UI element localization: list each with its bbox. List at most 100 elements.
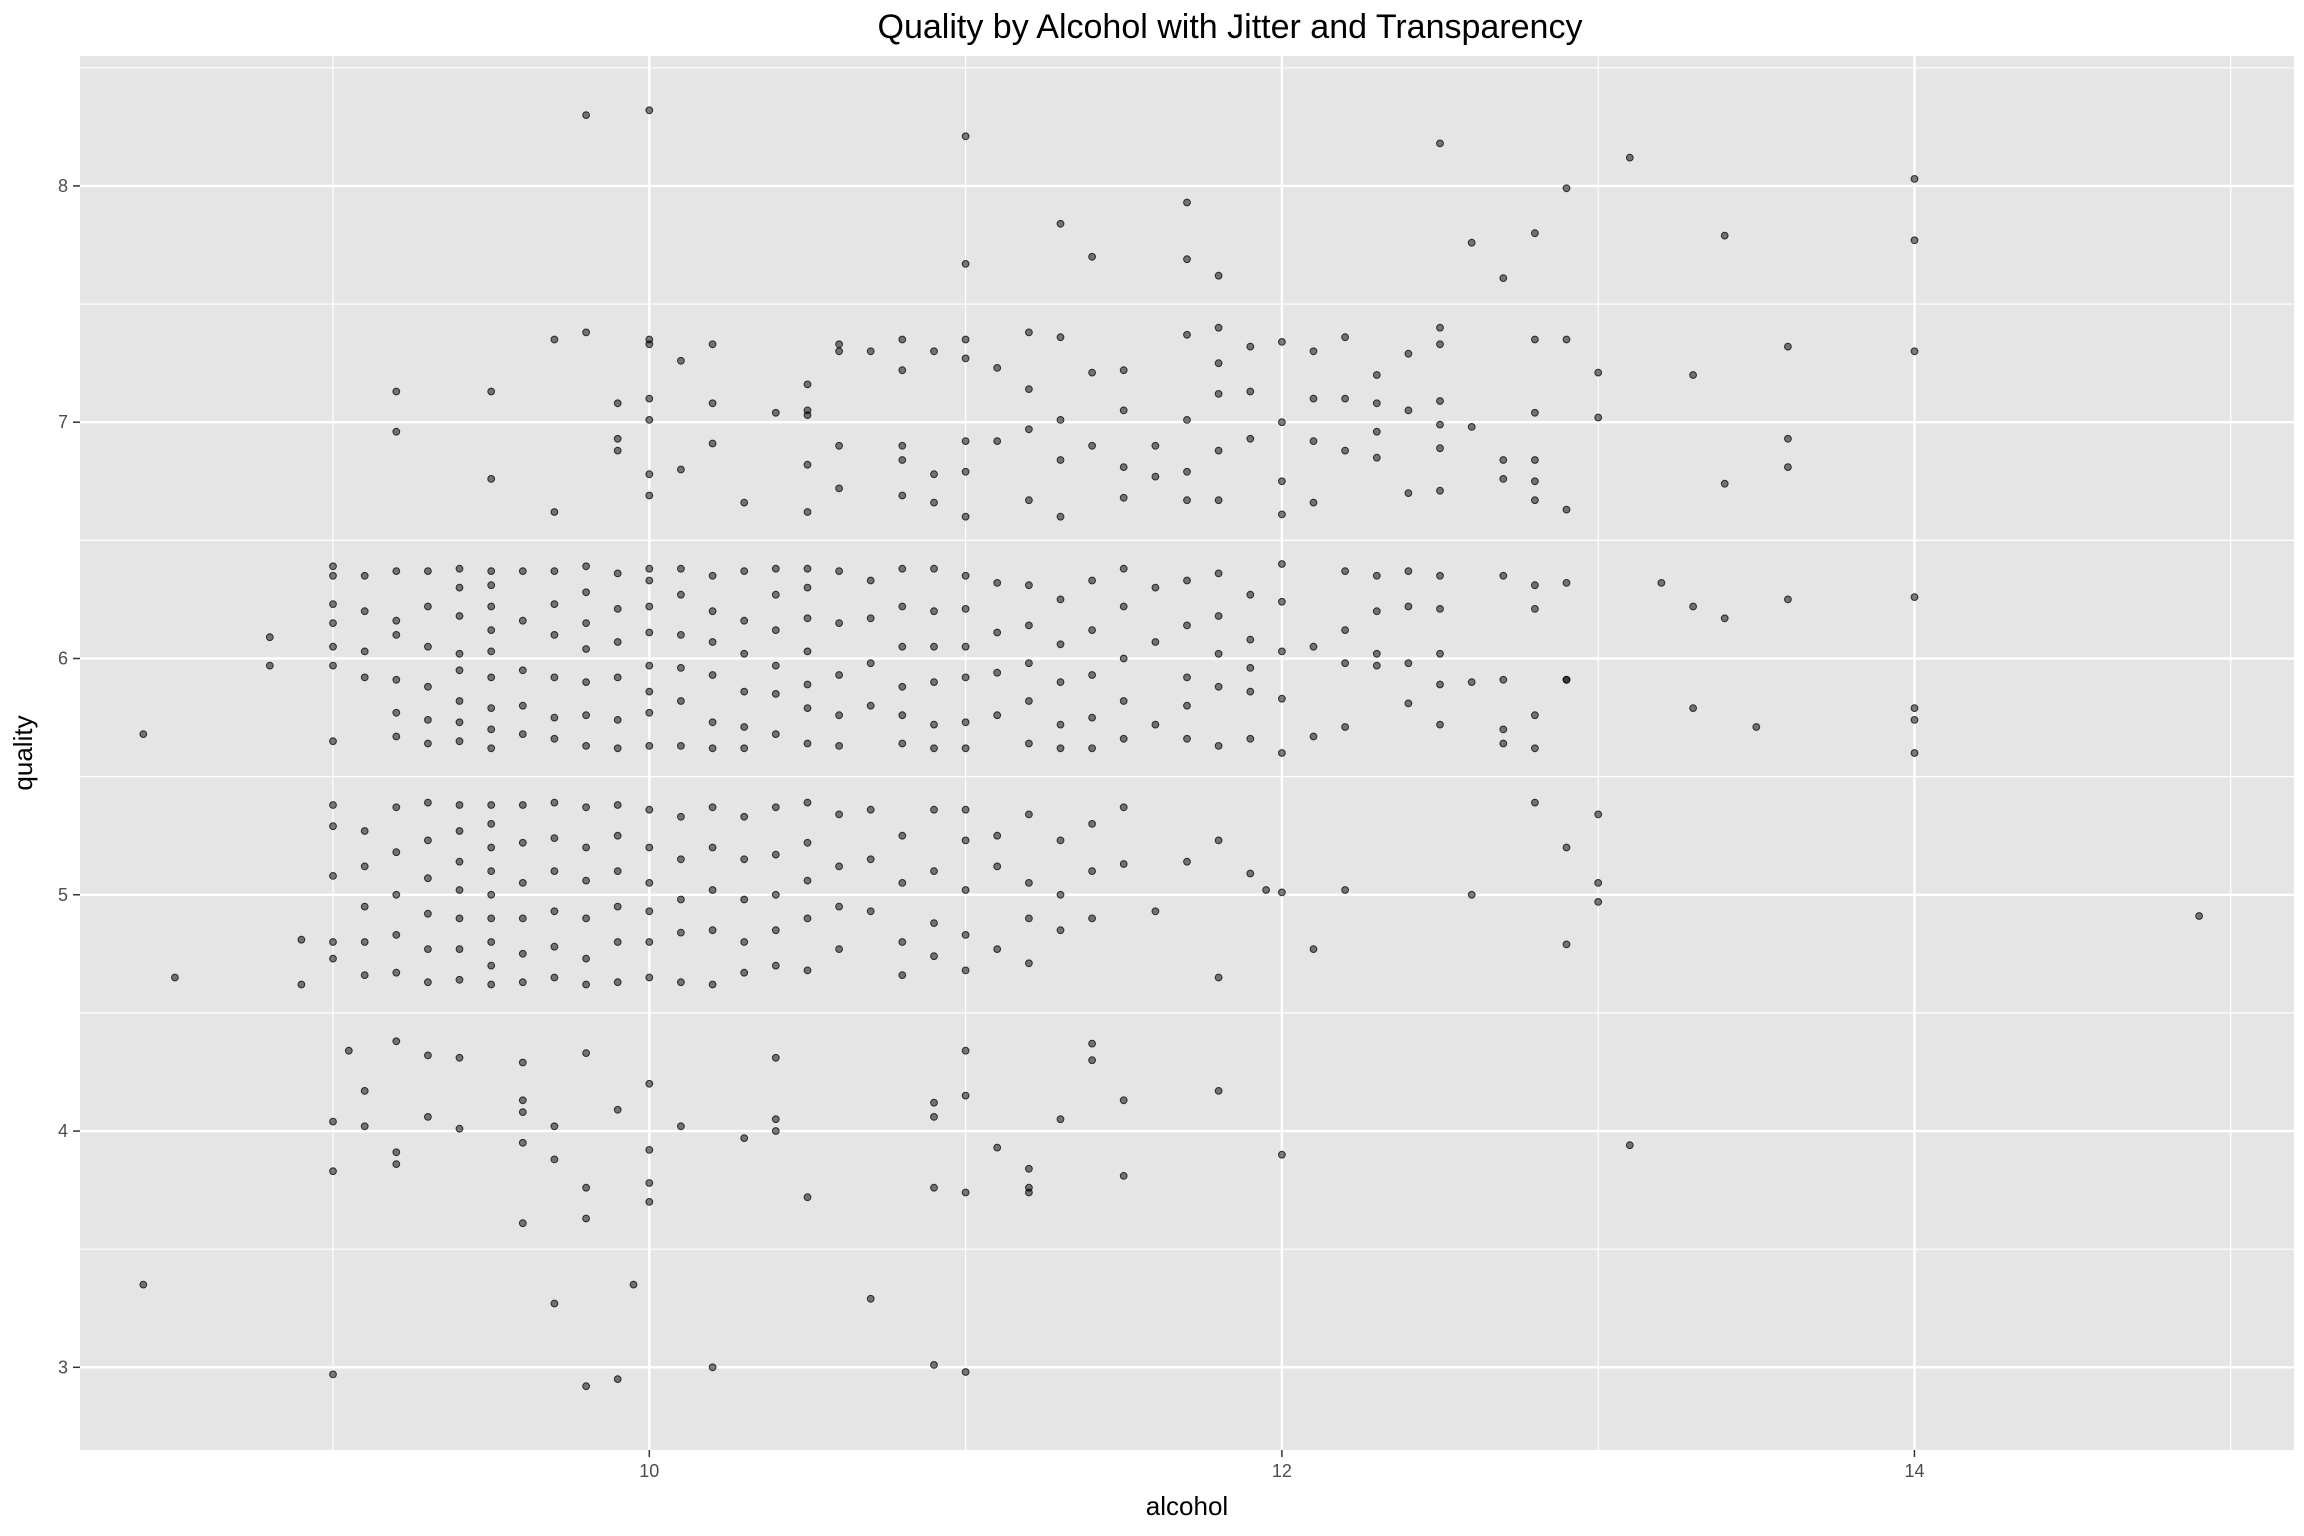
data-point	[740, 1134, 749, 1142]
data-point	[835, 484, 843, 493]
data-point	[582, 111, 590, 119]
data-point	[392, 631, 401, 639]
data-point	[1720, 479, 1729, 488]
data-point	[1499, 675, 1508, 684]
data-point	[1056, 456, 1065, 464]
data-point	[930, 607, 938, 616]
data-point	[1088, 744, 1096, 753]
data-point	[677, 590, 685, 599]
data-point	[1436, 420, 1444, 429]
data-point	[455, 666, 464, 675]
data-point	[550, 1155, 559, 1164]
data-point	[550, 631, 559, 639]
data-point	[1689, 371, 1697, 379]
data-point	[1246, 687, 1255, 696]
data-point	[1499, 571, 1508, 580]
data-point	[1562, 940, 1571, 949]
data-point	[645, 742, 654, 750]
data-point	[1183, 621, 1191, 630]
data-point	[961, 512, 970, 521]
data-point	[961, 836, 970, 845]
data-point	[582, 711, 590, 720]
data-point	[993, 437, 1002, 446]
data-point	[1151, 472, 1160, 481]
data-point	[803, 798, 812, 807]
data-point	[392, 968, 401, 977]
data-point	[392, 1160, 401, 1168]
data-point	[1088, 1039, 1096, 1048]
data-point	[1910, 716, 1919, 724]
data-point	[677, 855, 685, 864]
data-point	[645, 470, 654, 479]
data-point	[866, 347, 875, 356]
data-point	[1404, 567, 1413, 575]
data-point	[930, 498, 938, 507]
data-point	[1183, 673, 1191, 682]
data-point	[1246, 434, 1255, 443]
data-point	[803, 838, 812, 847]
plot-panel	[80, 56, 2294, 1450]
data-point	[771, 803, 780, 812]
data-point	[1278, 477, 1286, 486]
data-point	[835, 945, 843, 953]
data-point	[708, 744, 717, 753]
data-point	[1056, 416, 1065, 424]
data-point	[613, 434, 622, 443]
data-point	[708, 1363, 717, 1372]
data-point	[961, 1368, 970, 1376]
data-point	[424, 798, 432, 807]
data-point	[1088, 1056, 1096, 1065]
data-point	[961, 966, 970, 975]
data-point	[835, 441, 843, 450]
data-point	[329, 571, 337, 580]
data-point	[1183, 576, 1191, 585]
data-point	[329, 661, 337, 670]
data-point	[1436, 323, 1444, 332]
data-point	[961, 354, 970, 363]
data-point	[898, 366, 907, 375]
data-point	[993, 711, 1002, 720]
data-point	[740, 649, 749, 658]
data-point	[392, 1148, 401, 1157]
data-point	[344, 1046, 353, 1055]
data-point	[1025, 385, 1033, 394]
data-point	[424, 642, 432, 651]
data-point	[1594, 879, 1603, 887]
data-point	[1056, 512, 1065, 521]
data-point	[1309, 642, 1318, 651]
data-point	[771, 590, 780, 599]
data-point	[613, 1375, 622, 1383]
data-point	[677, 928, 685, 937]
data-point	[1372, 571, 1381, 580]
data-point	[740, 855, 749, 864]
data-point	[740, 567, 749, 575]
data-point	[677, 895, 685, 904]
data-point	[1056, 1115, 1065, 1124]
data-point	[803, 739, 812, 748]
data-point	[582, 876, 590, 885]
data-point	[550, 1122, 559, 1131]
data-point	[1025, 621, 1033, 630]
data-point	[424, 567, 432, 575]
data-point	[1025, 328, 1033, 337]
data-point	[1214, 682, 1223, 691]
data-point	[708, 718, 717, 727]
data-point	[455, 945, 464, 953]
data-point	[582, 980, 590, 989]
data-point	[1720, 614, 1729, 623]
data-point	[993, 628, 1002, 637]
data-point	[1119, 463, 1128, 472]
data-point	[392, 931, 401, 939]
data-point	[1246, 590, 1255, 599]
data-point	[930, 720, 938, 729]
data-point	[582, 328, 590, 337]
data-point	[803, 411, 812, 420]
data-point	[360, 1122, 369, 1131]
data-point	[708, 340, 717, 349]
data-point	[645, 106, 654, 115]
data-point	[518, 978, 527, 987]
data-point	[518, 879, 527, 887]
data-point	[613, 978, 622, 987]
data-point	[803, 460, 812, 469]
